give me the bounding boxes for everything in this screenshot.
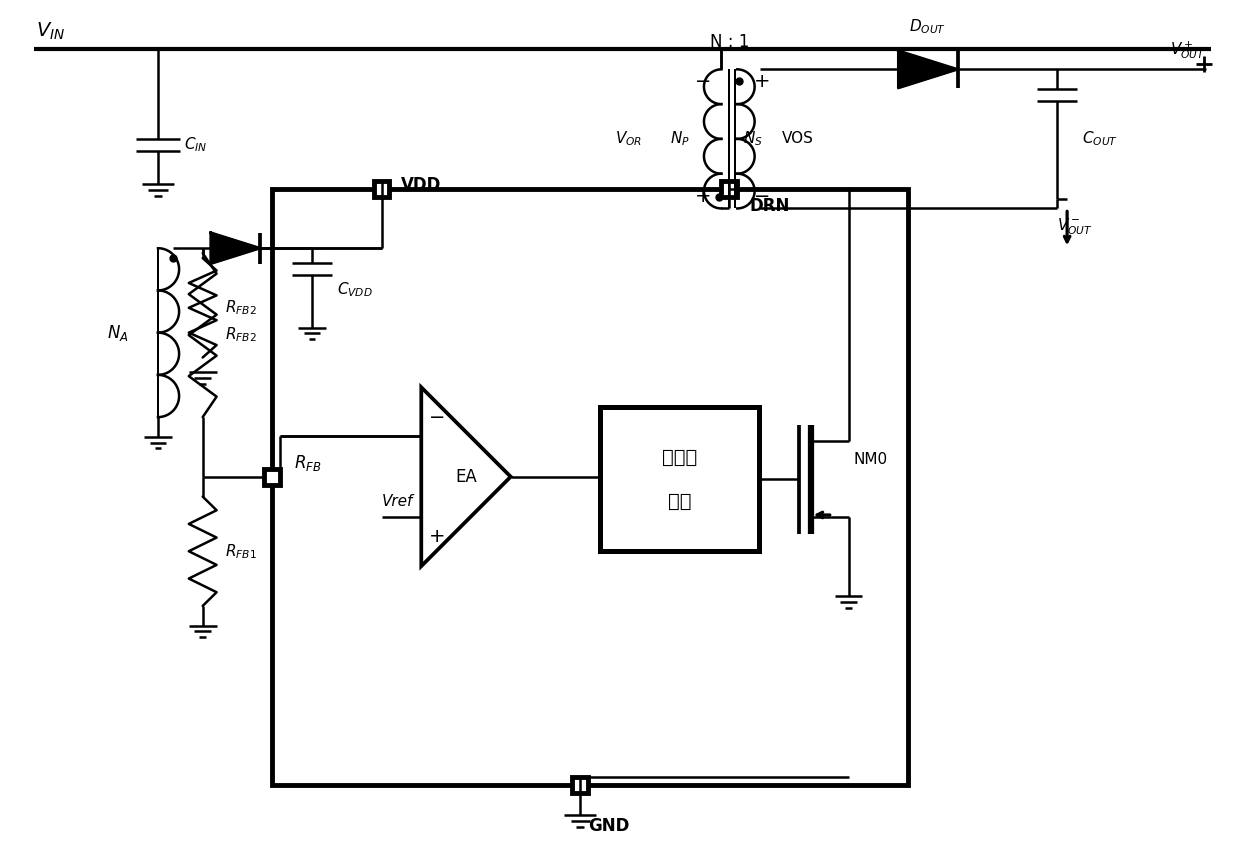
Bar xyxy=(264,469,280,485)
Text: DRN: DRN xyxy=(749,198,790,216)
Bar xyxy=(600,407,759,551)
Text: $R_{FB2}$: $R_{FB2}$ xyxy=(224,298,257,317)
Polygon shape xyxy=(898,50,957,88)
Bar xyxy=(722,180,738,197)
Text: Vref: Vref xyxy=(382,494,413,509)
Text: $C_{OUT}$: $C_{OUT}$ xyxy=(1083,129,1118,148)
Text: −: − xyxy=(429,407,445,427)
Text: −: − xyxy=(754,187,770,206)
Text: $D_{OUT}$: $D_{OUT}$ xyxy=(909,17,946,36)
Text: $V_{OUT}^+$: $V_{OUT}^+$ xyxy=(1171,40,1207,62)
Bar xyxy=(373,180,389,197)
Bar xyxy=(573,777,588,792)
Bar xyxy=(273,189,908,785)
Text: $C_{VDD}$: $C_{VDD}$ xyxy=(337,281,373,299)
Text: $N_S$: $N_S$ xyxy=(743,129,763,148)
Text: $V_{IN}$: $V_{IN}$ xyxy=(36,20,64,42)
Text: VDD: VDD xyxy=(402,176,441,193)
Text: $N_P$: $N_P$ xyxy=(670,129,689,148)
Text: −: − xyxy=(696,72,712,91)
Text: +: + xyxy=(429,527,445,546)
Text: NM0: NM0 xyxy=(853,452,888,466)
Text: +: + xyxy=(696,187,712,206)
Text: $R_{FB1}$: $R_{FB1}$ xyxy=(224,542,257,561)
Text: $V_{OR}$: $V_{OR}$ xyxy=(615,129,642,148)
Text: VOS: VOS xyxy=(782,132,813,147)
Text: $V_{OUT}^-$: $V_{OUT}^-$ xyxy=(1058,217,1092,237)
Text: $C_{IN}$: $C_{IN}$ xyxy=(184,135,207,154)
Text: $R_{FB2}$: $R_{FB2}$ xyxy=(224,326,257,344)
Text: +: + xyxy=(754,72,770,91)
Text: 控制: 控制 xyxy=(668,492,692,511)
Text: GND: GND xyxy=(588,818,630,836)
Text: 占空比: 占空比 xyxy=(662,448,697,466)
Text: $R_{FB}$: $R_{FB}$ xyxy=(294,453,321,473)
Text: N : 1: N : 1 xyxy=(709,33,749,50)
Text: $N_A$: $N_A$ xyxy=(107,323,128,342)
Polygon shape xyxy=(211,232,260,264)
Text: EA: EA xyxy=(455,467,477,486)
